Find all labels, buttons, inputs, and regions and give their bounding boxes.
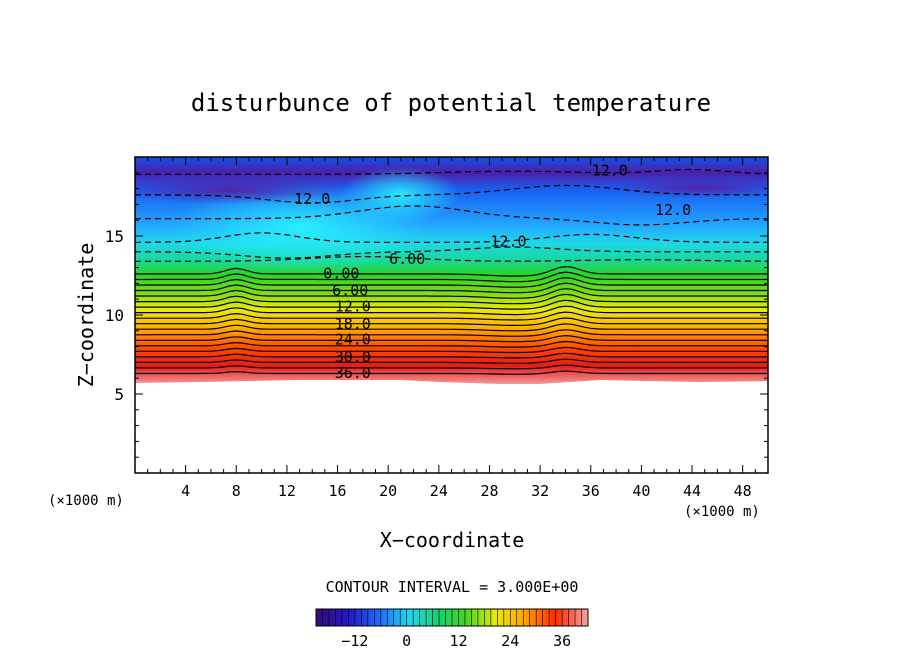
contour-label: 24.0 [335,331,371,349]
x-tick-label: 36 [582,482,600,500]
contour-label: 6.00 [389,250,425,268]
contour-line [135,265,768,277]
contour-label: 12.0 [490,233,526,251]
y-tick-label: 5 [114,385,124,404]
x-tick-label: 20 [379,482,397,500]
x-axis-label: X−coordinate [380,528,525,552]
purple-band [135,176,350,204]
x-unit-label-left: (×1000 m) [48,493,124,509]
x-tick-label: 4 [181,482,190,500]
contour-line-dashed [135,184,768,204]
colorbar-ticks: −12 0 12 24 36 [315,609,589,650]
contour-line [135,271,768,283]
contour-line [135,305,768,316]
contour-label: 12.0 [655,201,691,219]
x-tick-label: 16 [329,482,347,500]
purple-band [610,178,768,198]
plot-field: 12.012.012.012.06.000.006.0012.018.024.0… [135,157,768,384]
contour-line-dashed [135,232,768,243]
y-axis: 5 10 15 [105,172,768,458]
contour-label: 30.0 [335,348,371,366]
contour-line [135,340,768,348]
x-axis: 4 8 12 16 20 24 28 32 36 40 44 48 [147,157,756,500]
contour-label: 12.0 [294,190,330,208]
y-tick-label: 10 [105,306,124,325]
contour-line [135,364,768,370]
y-axis-label: Z−coordinate [74,243,98,388]
contour-line-dashed [135,205,768,226]
contour-line [135,293,768,305]
contour-labels: 12.012.012.012.06.000.006.0012.018.024.0… [294,162,691,382]
contour-line [135,311,768,321]
y-tick-label: 15 [105,227,124,246]
contour-line [135,276,768,288]
contour-label: 36.0 [335,364,371,382]
contour-line [135,299,768,310]
contour-label: 18.0 [335,315,371,333]
contour-line-dashed [135,168,768,175]
contour-line [135,358,768,364]
contour-label: 12.0 [592,162,628,180]
contour-line-dashed [135,255,768,262]
cyan-region [340,167,460,223]
colorbar-tick-label: 12 [449,632,467,650]
contour-line [135,282,768,294]
colorbar-tick-label: 0 [402,632,411,650]
x-tick-label: 48 [734,482,752,500]
x-tick-label: 44 [683,482,701,500]
x-tick-label: 24 [430,482,448,500]
x-unit-label-right: (×1000 m) [684,504,760,520]
contour-line [135,346,768,354]
contour-label: 0.00 [323,264,359,282]
contour-interval-label: CONTOUR INTERVAL = 3.000E+00 [326,578,579,596]
x-tick-label: 32 [531,482,549,500]
contour-line [135,323,768,332]
contour-line [135,288,768,299]
contour-lines [135,168,768,375]
x-tick-label: 28 [480,482,498,500]
contour-label: 6.00 [332,282,368,300]
contour-line [135,317,768,326]
contour-line [135,370,768,375]
contour-line [135,352,768,359]
x-tick-label: 8 [232,482,241,500]
colorbar-tick-label: 24 [501,632,519,650]
colorbar-tick-label: −12 [341,632,368,650]
contour-line [135,329,768,337]
colorbar-tick-label: 36 [553,632,571,650]
x-tick-label: 12 [278,482,296,500]
contour-label: 12.0 [335,298,371,316]
x-tick-label: 40 [632,482,650,500]
contour-line-dashed [135,246,768,259]
chart-title: disturbunce of potential temperature [191,89,711,117]
contour-line [135,334,768,343]
